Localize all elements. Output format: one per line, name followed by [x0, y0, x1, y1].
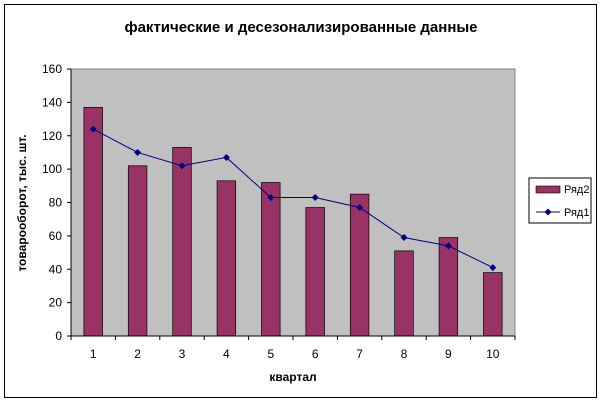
- series-line: [92, 128, 494, 269]
- line-point: [400, 234, 408, 242]
- x-tick-label: 1: [90, 347, 97, 361]
- bar-series: [83, 107, 503, 337]
- legend-swatch-bar: [535, 185, 561, 194]
- bar: [483, 272, 503, 337]
- x-tick-label: 5: [267, 347, 274, 361]
- x-tick-label: 7: [356, 347, 363, 361]
- line-point: [489, 264, 497, 272]
- line-point: [267, 193, 275, 201]
- line-point: [444, 242, 452, 250]
- bar: [216, 180, 237, 337]
- bar: [305, 207, 325, 337]
- x-tick-label: 9: [445, 347, 452, 361]
- legend-marker-line: [544, 208, 552, 216]
- y-axis-label: товарооборот, тыс. шт.: [15, 134, 29, 271]
- line-point: [311, 193, 319, 201]
- bar: [349, 193, 370, 337]
- y-tick-label: 0: [55, 329, 62, 343]
- line-series: [89, 125, 497, 272]
- x-axis-label: квартал: [269, 370, 316, 384]
- bar: [127, 165, 148, 337]
- y-ticks: 0 20 40 60 80 100 120 140 160: [42, 62, 71, 343]
- y-tick-label: 120: [42, 129, 62, 143]
- x-tick-label: 4: [223, 347, 230, 361]
- x-tick-label: 10: [486, 347, 500, 361]
- x-tick-label: 3: [179, 347, 186, 361]
- y-tick-label: 40: [49, 262, 63, 276]
- legend: Ряд2 Ряд1: [528, 177, 592, 224]
- y-tick-label: 20: [49, 296, 63, 310]
- y-tick-label: 100: [42, 162, 62, 176]
- bar: [438, 237, 459, 337]
- x-tick-label: 2: [134, 347, 141, 361]
- bar: [394, 250, 414, 337]
- bar: [83, 107, 103, 337]
- x-ticks: 1 2 3 4 5 6 7 8 9 10: [70, 336, 516, 361]
- x-tick-label: 8: [401, 347, 408, 361]
- line-point: [89, 125, 97, 133]
- legend-label-line-series: Ряд1: [564, 207, 589, 219]
- chart-title: фактические и десезонализированные данны…: [124, 19, 477, 36]
- x-tick-label: 6: [312, 347, 319, 361]
- y-tick-label: 160: [42, 62, 62, 76]
- line-point: [222, 153, 230, 161]
- y-tick-label: 140: [42, 95, 62, 109]
- bar: [261, 182, 281, 337]
- line-point: [178, 162, 186, 170]
- y-tick-label: 80: [49, 196, 63, 210]
- bar: [172, 147, 192, 337]
- y-tick-label: 60: [49, 229, 63, 243]
- line-point: [134, 148, 142, 156]
- legend-box: [528, 177, 592, 224]
- legend-label-bar-series: Ряд2: [564, 184, 589, 196]
- line-point: [356, 204, 364, 212]
